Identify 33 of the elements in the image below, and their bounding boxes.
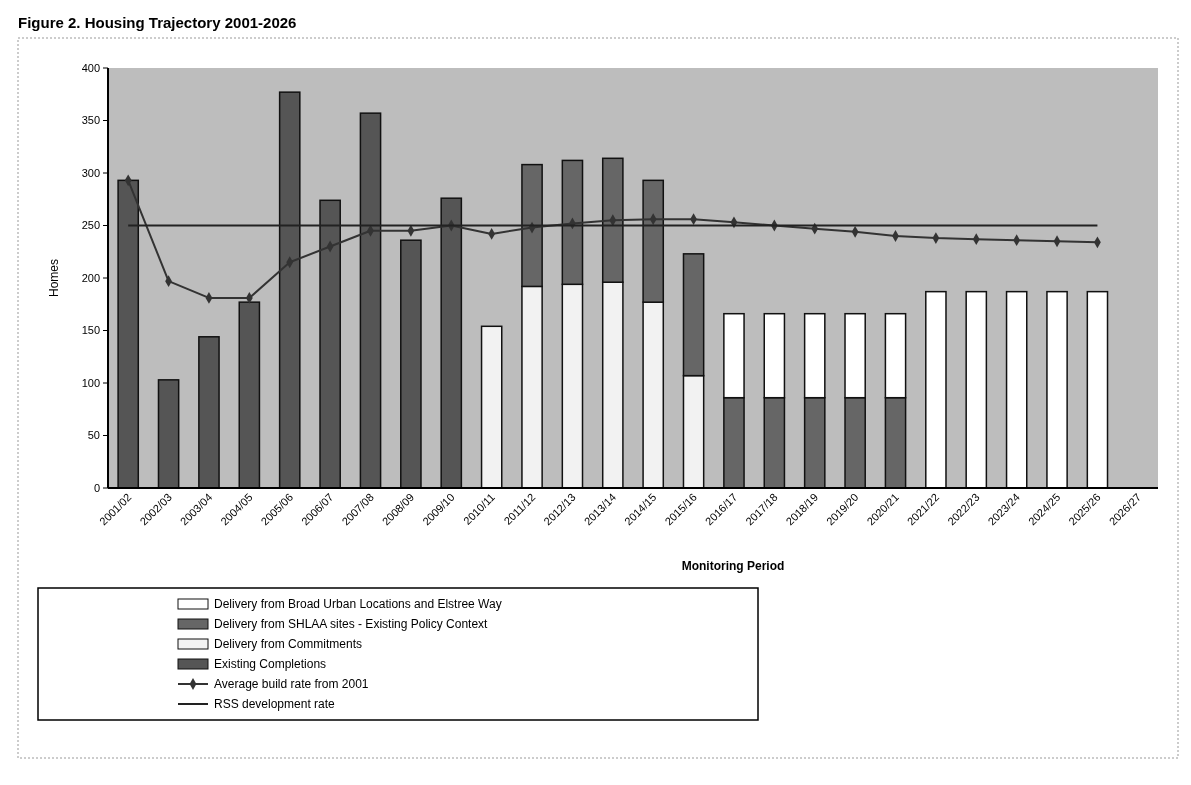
- y-tick-label: 400: [81, 61, 100, 74]
- legend-label: Delivery from SHLAA sites - Existing Policy Context: [214, 617, 489, 632]
- bar: [278, 91, 301, 489]
- legend-label: Existing Completions: [214, 657, 327, 672]
- bar: [1046, 290, 1068, 489]
- legend-label: Average build rate from 2001: [214, 677, 369, 692]
- bar: [925, 290, 947, 489]
- y-tick-label: 150: [81, 324, 100, 337]
- y-tick-label: 0: [93, 481, 100, 494]
- bar: [440, 197, 463, 489]
- y-axis-title: Homes: [47, 258, 61, 298]
- y-tick-label: 200: [81, 271, 100, 284]
- bar: [965, 290, 988, 489]
- bar: [319, 199, 341, 489]
- bar: [198, 336, 220, 489]
- bar: [1086, 290, 1109, 489]
- legend-label: Delivery from Commitments: [214, 637, 363, 652]
- bar: [480, 325, 503, 489]
- y-tick-label: 350: [81, 114, 100, 127]
- y-tick-label: 250: [81, 219, 100, 232]
- bar: [359, 112, 382, 489]
- bar: [157, 379, 180, 489]
- y-tick-label: 300: [81, 166, 100, 179]
- bar: [238, 301, 261, 489]
- legend-label: Delivery from Broad Urban Locations and Elstree Way: [214, 597, 502, 612]
- bar: [400, 239, 422, 489]
- chart-title: Figure 2. Housing Trajectory 2001-2026: [18, 14, 297, 31]
- bar: [117, 179, 140, 489]
- bar: [1005, 290, 1028, 489]
- y-tick-label: 50: [87, 429, 100, 442]
- y-tick-label: 100: [81, 376, 100, 389]
- legend-label: RSS development rate: [214, 697, 336, 712]
- x-axis-title: Monitoring Period: [681, 559, 785, 573]
